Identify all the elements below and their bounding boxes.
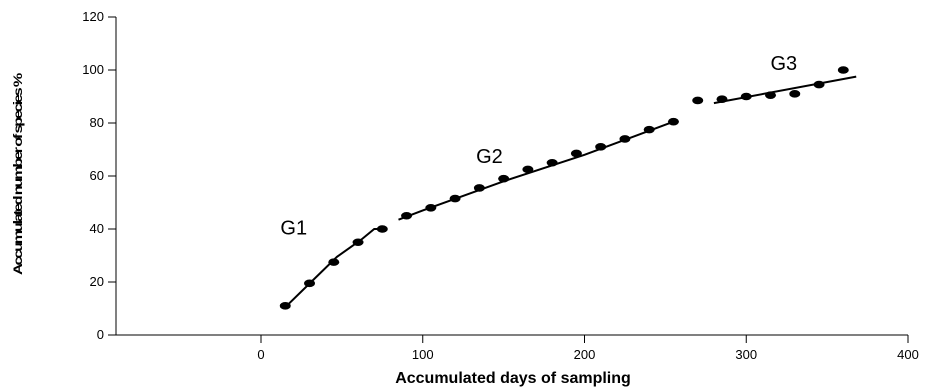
data-point-2 [328, 258, 340, 266]
x-tick-label-100: 100 [412, 347, 434, 362]
x-tick-label-200: 200 [574, 347, 596, 362]
annotations: G1 G2 G3 [280, 53, 797, 239]
y-tick-label-80: 80 [90, 115, 104, 130]
data-point-22 [813, 80, 825, 89]
data-point-6 [425, 204, 437, 212]
data-point-0 [279, 302, 291, 310]
data-point-23 [837, 66, 849, 74]
group-label-g3: G3 [771, 53, 798, 75]
x-tick-label-400: 400 [897, 347, 919, 362]
data-point-11 [546, 158, 558, 167]
data-point-16 [667, 117, 679, 126]
x-tick-label-0: 0 [257, 347, 264, 362]
group-label-g1: G1 [280, 217, 307, 239]
data-point-5 [401, 211, 413, 220]
x-tick-label-300: 300 [735, 347, 757, 362]
y-tick-label-120: 120 [82, 9, 104, 24]
fit-lines [284, 75, 857, 308]
data-point-1 [304, 279, 316, 288]
y-tick-label-20: 20 [90, 274, 104, 289]
data-point-19 [740, 92, 752, 101]
data-point-14 [619, 135, 631, 143]
data-point-13 [595, 143, 607, 151]
y-axis-title: Accumulated number of species % [11, 72, 25, 275]
fit-line-g3 [713, 75, 857, 105]
y-tick-label-40: 40 [90, 221, 104, 236]
data-point-20 [765, 91, 777, 99]
group-label-g2: G2 [476, 146, 503, 168]
x-axis-title: Accumulated days of sampling [395, 370, 631, 387]
data-point-18 [716, 95, 728, 103]
data-point-21 [789, 90, 801, 98]
fit-line-g1 [284, 228, 383, 308]
data-point-4 [376, 225, 388, 233]
y-tick-label-60: 60 [90, 168, 104, 183]
y-tick-label-100: 100 [82, 62, 104, 77]
data-point-3 [352, 238, 364, 247]
data-point-15 [643, 125, 655, 134]
ticks: 0 20 40 60 80 100 120 0 100 200 300 400 [82, 9, 919, 362]
fit-line-g2 [398, 120, 674, 221]
data-point-8 [473, 184, 485, 192]
data-point-7 [449, 194, 461, 203]
data-point-17 [692, 96, 704, 105]
data-points [279, 66, 849, 310]
data-point-12 [570, 149, 582, 158]
data-point-9 [498, 174, 510, 183]
y-tick-label-0: 0 [97, 327, 104, 342]
data-point-10 [522, 165, 534, 174]
